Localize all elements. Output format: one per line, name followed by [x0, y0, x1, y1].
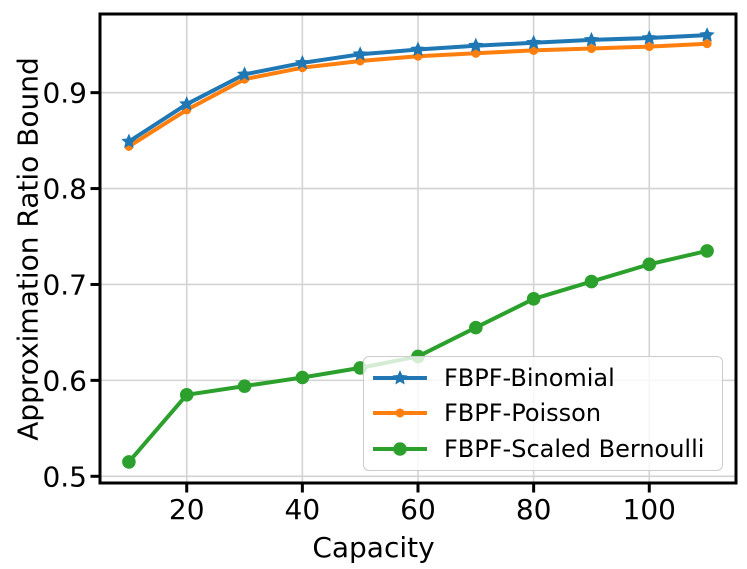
- legend-item-binomial: FBPF-Binomial: [372, 363, 714, 393]
- dot-marker: [122, 455, 136, 469]
- legend-item-poisson: FBPF-Poisson: [372, 398, 714, 428]
- dot-marker: [295, 370, 310, 385]
- legend-sample-dot-icon: [373, 408, 427, 418]
- star-marker: [392, 369, 408, 385]
- dot-marker: [700, 244, 714, 258]
- x-tick-label: 80: [516, 493, 552, 526]
- star-marker: [179, 96, 195, 111]
- legend: FBPF-Binomial FBPF-Poisson FBPF-Scaled B…: [363, 356, 723, 471]
- dot-marker: [526, 292, 541, 306]
- legend-label: FBPF-Binomial: [444, 363, 615, 392]
- dot-marker: [471, 48, 481, 58]
- dot-marker: [529, 45, 539, 55]
- star-marker: [468, 37, 484, 53]
- dot-marker: [642, 257, 657, 272]
- star-marker: [410, 41, 426, 56]
- star-marker: [236, 66, 253, 81]
- star-marker: [352, 46, 368, 61]
- dot-marker: [393, 442, 407, 456]
- star-marker: [526, 34, 542, 50]
- dot-marker: [644, 42, 654, 52]
- x-tick-label: 20: [169, 493, 205, 526]
- star-marker: [121, 133, 137, 149]
- y-tick-label: 0.9: [42, 77, 87, 110]
- dot-marker: [237, 379, 252, 393]
- dot-marker: [584, 274, 599, 289]
- y-tick-label: 0.6: [42, 364, 87, 397]
- star-marker: [583, 31, 600, 47]
- legend-sample-star-icon: [373, 369, 427, 385]
- series-FBPF-Binomial: [121, 27, 715, 149]
- legend-label: FBPF-Scaled Bernoulli: [444, 435, 705, 464]
- y-tick-label: 0.5: [42, 460, 87, 493]
- x-axis-label: Capacity: [312, 531, 435, 564]
- x-tick-label: 60: [400, 493, 436, 526]
- y-axis-label: Approximation Ratio Bound: [11, 57, 45, 441]
- x-tick-label: 40: [285, 493, 321, 526]
- star-marker: [641, 29, 657, 45]
- dot-marker: [702, 39, 712, 49]
- y-tick-label: 0.8: [42, 173, 87, 206]
- axes-spines: [98, 12, 738, 485]
- dot-marker: [469, 320, 483, 335]
- y-tick-label: 0.7: [42, 268, 87, 301]
- series-FBPF-Scaled Bernoulli: [122, 244, 714, 469]
- dot-marker: [179, 387, 194, 402]
- legend-item-scaled-bernoulli: FBPF-Scaled Bernoulli: [372, 434, 714, 464]
- star-marker: [294, 54, 310, 70]
- dot-marker: [586, 44, 596, 54]
- legend-sample-dot-icon: [373, 442, 427, 456]
- dot-marker: [395, 408, 405, 418]
- x-tick-label: 100: [623, 493, 676, 526]
- legend-label: FBPF-Poisson: [444, 399, 602, 428]
- star-marker: [699, 27, 715, 42]
